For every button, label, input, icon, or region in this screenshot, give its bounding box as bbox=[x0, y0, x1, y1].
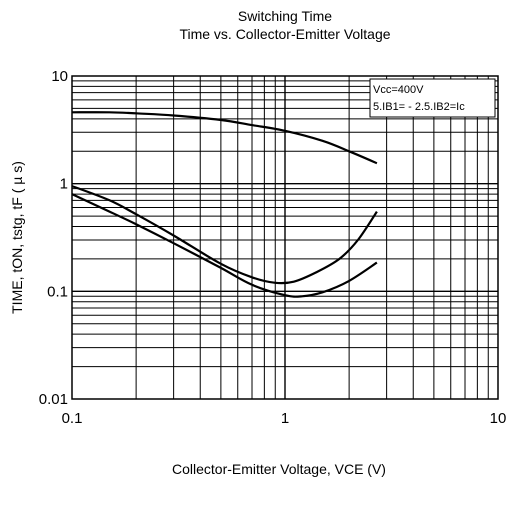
annotation-line: Vcc=400V bbox=[373, 84, 424, 96]
y-tick-label: 0.01 bbox=[39, 391, 68, 408]
y-tick-label: 0.1 bbox=[47, 283, 68, 300]
series-line-3 bbox=[71, 193, 378, 298]
y-tick-label: 10 bbox=[51, 68, 68, 85]
y-tick-label: 1 bbox=[60, 176, 68, 193]
tick-labels: 0.1 1 10 0.01 0.1 1 10 bbox=[39, 68, 507, 427]
x-tick-label: 0.1 bbox=[62, 410, 83, 427]
plot-frame bbox=[71, 75, 499, 400]
annotation-line: 5.IB1= - 2.5.IB2=Ic bbox=[373, 101, 465, 113]
annotation-box: Vcc=400V 5.IB1= - 2.5.IB2=Ic bbox=[369, 78, 496, 118]
chart-subtitle: Time vs. Collector-Emitter Voltage bbox=[179, 26, 391, 42]
annotation-box-border bbox=[369, 78, 496, 118]
y-axis-label: TIME, tON, tstg, tF ( µ s) bbox=[9, 161, 25, 314]
x-axis-label: Collector-Emitter Voltage, VCE (V) bbox=[172, 461, 386, 477]
series-line-2 bbox=[71, 185, 378, 285]
chart-title: Switching Time bbox=[237, 8, 333, 24]
series-line-1 bbox=[71, 111, 378, 165]
x-tick-label: 10 bbox=[490, 410, 507, 427]
x-tick-label: 1 bbox=[281, 410, 289, 427]
series-group bbox=[71, 111, 378, 298]
grid bbox=[72, 76, 498, 399]
